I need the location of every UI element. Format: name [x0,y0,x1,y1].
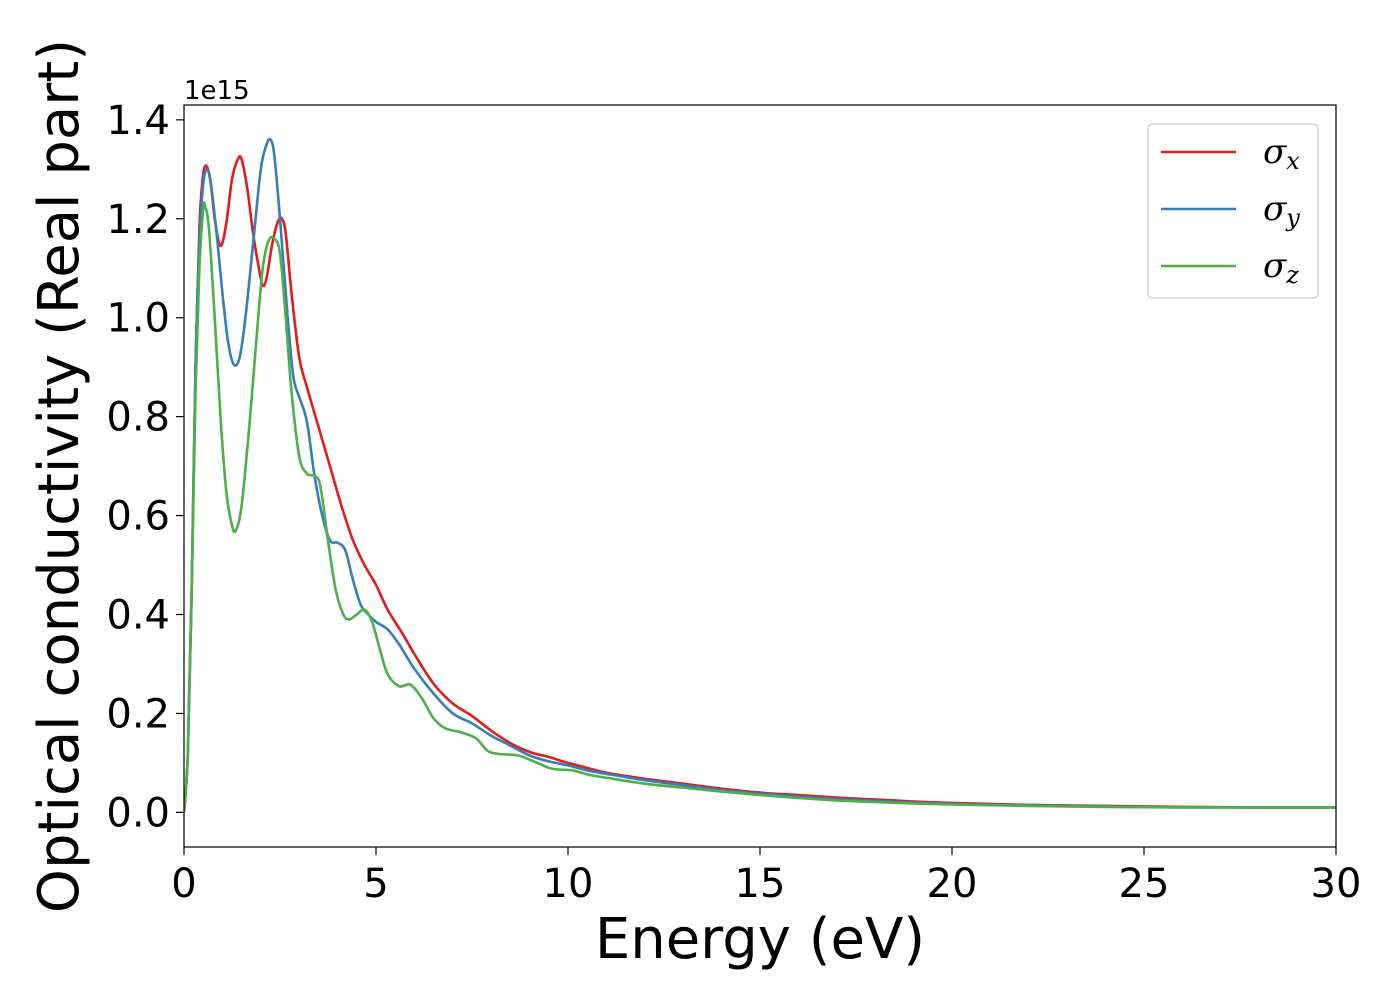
y-tick-label: 0.0 [106,790,170,836]
x-axis-label: Energy (eV) [595,907,925,972]
legend-label-x: σx [1263,132,1300,175]
x-tick-label: 15 [735,861,786,907]
y-tick-label: 1.2 [106,197,170,243]
x-tick-label: 0 [171,861,196,907]
series-line-y [184,137,1336,813]
legend: σx σy σz [1147,123,1319,299]
legend-box [1147,123,1319,299]
y-tick-label: 0.4 [106,593,170,639]
legend-label-y: σy [1263,189,1300,232]
y-tick-label: 0.2 [106,691,170,737]
legend-label-z: σz [1263,246,1299,289]
x-tick-label: 20 [927,861,978,907]
series-layer [184,137,1336,813]
x-tick-label: 10 [543,861,594,907]
y-tick-label: 0.8 [106,395,170,441]
x-axis-ticks: 0 5 10 15 20 25 30 [171,847,1361,907]
y-tick-label: 0.6 [106,494,170,540]
y-axis-label: Optical conductivity (Real part) [27,39,92,913]
y-axis-offset-label: 1e15 [184,76,250,106]
series-line-z [184,201,1336,813]
y-tick-label: 1.4 [106,98,170,144]
x-tick-label: 30 [1311,861,1362,907]
y-tick-label: 1.0 [106,296,170,342]
y-axis-ticks: 0.0 0.2 0.4 0.6 0.8 1.0 1.2 1.4 [106,98,184,836]
x-tick-label: 5 [363,861,388,907]
x-tick-label: 25 [1119,861,1170,907]
